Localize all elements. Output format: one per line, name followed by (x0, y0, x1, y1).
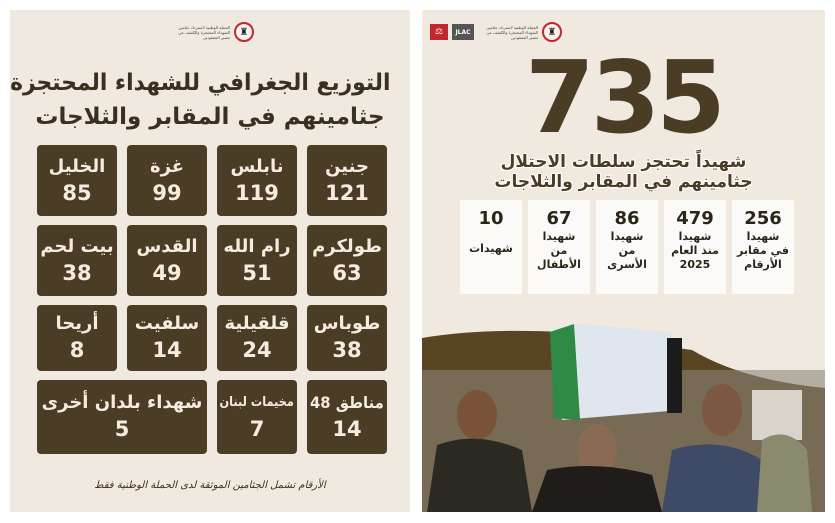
stat-value: 479 (676, 208, 714, 229)
region-cell: نابلس 119 (217, 145, 297, 216)
stat-label: شهيدا من الأطفال (537, 230, 581, 271)
total-count: 735 (525, 39, 726, 156)
region-cell: القدس 49 (127, 225, 207, 296)
region-count: 51 (242, 260, 272, 285)
stat-label: شهيدات (469, 242, 513, 255)
region-count: 99 (152, 180, 182, 205)
region-cell: غزة 99 (127, 145, 207, 216)
flag-black-shape (667, 338, 682, 413)
region-count: 63 (332, 260, 362, 285)
region-count: 24 (242, 338, 272, 362)
region-name: نابلس (230, 155, 284, 177)
person-body (662, 444, 767, 512)
stat-value: 67 (546, 208, 572, 229)
logo-text: الحملة الوطنية لاسترداد جثامين الشهداء ا… (178, 24, 230, 40)
region-count: 5 (114, 417, 130, 441)
subtitle-line2: جثامينهم في المقابر والثلاجات (494, 172, 753, 192)
building-shape (752, 390, 802, 440)
region-name: غزة (149, 155, 185, 177)
subtitle-line1: شهيداً تحتجز سلطات الاحتلال (500, 152, 747, 172)
region-count: 38 (332, 338, 362, 362)
region-count: 119 (235, 180, 279, 205)
person-body (427, 438, 532, 512)
region-name: قلقيلية (224, 313, 290, 334)
region-name: القدس (136, 235, 198, 257)
region-grid: جنين 121 نابلس 119 غزة 99 الخليل 85 طولكرم 63… (37, 145, 387, 454)
campaign-seal-icon: ♜ (234, 22, 254, 42)
region-cell: أريحا 8 (37, 305, 117, 371)
stat-label: شهيدا في مقابر الأرقام (737, 230, 789, 271)
person-body (532, 466, 662, 512)
region-name: الخليل (48, 155, 106, 177)
region-cell: مناطق 48 14 (307, 380, 387, 454)
region-name: سلفيت (134, 313, 200, 334)
region-cell: شهداء بلدان أخرى 5 (37, 380, 207, 454)
region-cell: قلقيلية 24 (217, 305, 297, 371)
region-cell: سلفيت 14 (127, 305, 207, 371)
campaign-logo: الحملة الوطنية لاسترداد جثامين الشهداء ا… (170, 22, 254, 42)
person-body (757, 434, 812, 512)
page-title-line2: جثامينهم في المقابر والثلاجات (35, 104, 385, 130)
region-name: مخيمات لبنان (219, 395, 295, 410)
region-cell: طولكرم 63 (307, 225, 387, 296)
region-cell: جنين 121 (307, 145, 387, 216)
flag-green-shape (550, 324, 580, 420)
region-name: طولكرم (312, 235, 382, 257)
footnote: الأرقام تشمل الجثامين الموثقة لدى الحملة… (94, 480, 326, 491)
region-count: 14 (332, 417, 362, 441)
subtitle: شهيداً تحتجز سلطات الاحتلال جثامينهم في … (422, 152, 825, 192)
region-cell: الخليل 85 (37, 145, 117, 216)
region-cell: بيت لحم 38 (37, 225, 117, 296)
scales-icon: ⚖ (430, 24, 448, 40)
stat-label: شهيدا منذ العام 2025 (671, 230, 719, 271)
person-head (577, 424, 617, 476)
person-head (702, 384, 742, 436)
region-count: 14 (152, 338, 182, 362)
stat-label: شهيدا من الأسرى (607, 230, 647, 271)
region-count: 7 (249, 417, 265, 441)
geographic-distribution-panel: الحملة الوطنية لاسترداد جثامين الشهداء ا… (10, 10, 410, 512)
page-title: التوزيع الجغرافي للشهداء المحتجزة جثامين… (10, 66, 400, 136)
stat-card: 10 شهيدات (460, 200, 522, 294)
region-count: 8 (69, 338, 85, 362)
stat-cards: 256 شهيدا في مقابر الأرقام 479 شهيدا منذ ا… (458, 200, 794, 294)
stat-value: 86 (614, 208, 640, 229)
total-summary-panel: ⚖ JLAC الحملة الوطنية لاسترداد جثامين ال… (422, 10, 825, 512)
region-count: 121 (325, 180, 369, 205)
person-head (457, 390, 497, 440)
region-name: رام الله (223, 235, 291, 257)
stat-card: 86 شهيدا من الأسرى (596, 200, 658, 294)
region-count: 49 (152, 260, 182, 285)
region-count: 38 (62, 260, 92, 285)
coffin-shape (552, 324, 680, 420)
region-cell: طوباس 38 (307, 305, 387, 371)
campaign-seal-icon: ♜ (542, 22, 562, 42)
region-count: 85 (62, 180, 92, 205)
region-name: مناطق 48 (310, 393, 384, 412)
jlac-logo: JLAC (452, 24, 474, 40)
partner-logos: ⚖ JLAC الحملة الوطنية لاسترداد جثامين ال… (430, 22, 562, 42)
stat-card: 256 شهيدا في مقابر الأرقام (732, 200, 794, 294)
stat-card: 67 شهيدا من الأطفال (528, 200, 590, 294)
region-cell: مخيمات لبنان 7 (217, 380, 297, 454)
logo-text: الحملة الوطنية لاسترداد جثامين الشهداء ا… (486, 24, 538, 40)
region-name: شهداء بلدان أخرى (41, 392, 203, 413)
region-name: طوباس (313, 313, 381, 334)
region-name: بيت لحم (40, 235, 114, 257)
region-cell: رام الله 51 (217, 225, 297, 296)
region-name: أريحا (55, 313, 99, 334)
region-name: جنين (325, 155, 369, 177)
page-title-line1: التوزيع الجغرافي للشهداء المحتجزة (10, 70, 391, 96)
funeral-photo (422, 324, 825, 512)
stat-value: 10 (478, 208, 504, 229)
stat-value: 256 (744, 208, 782, 229)
stat-card: 479 شهيدا منذ العام 2025 (664, 200, 726, 294)
